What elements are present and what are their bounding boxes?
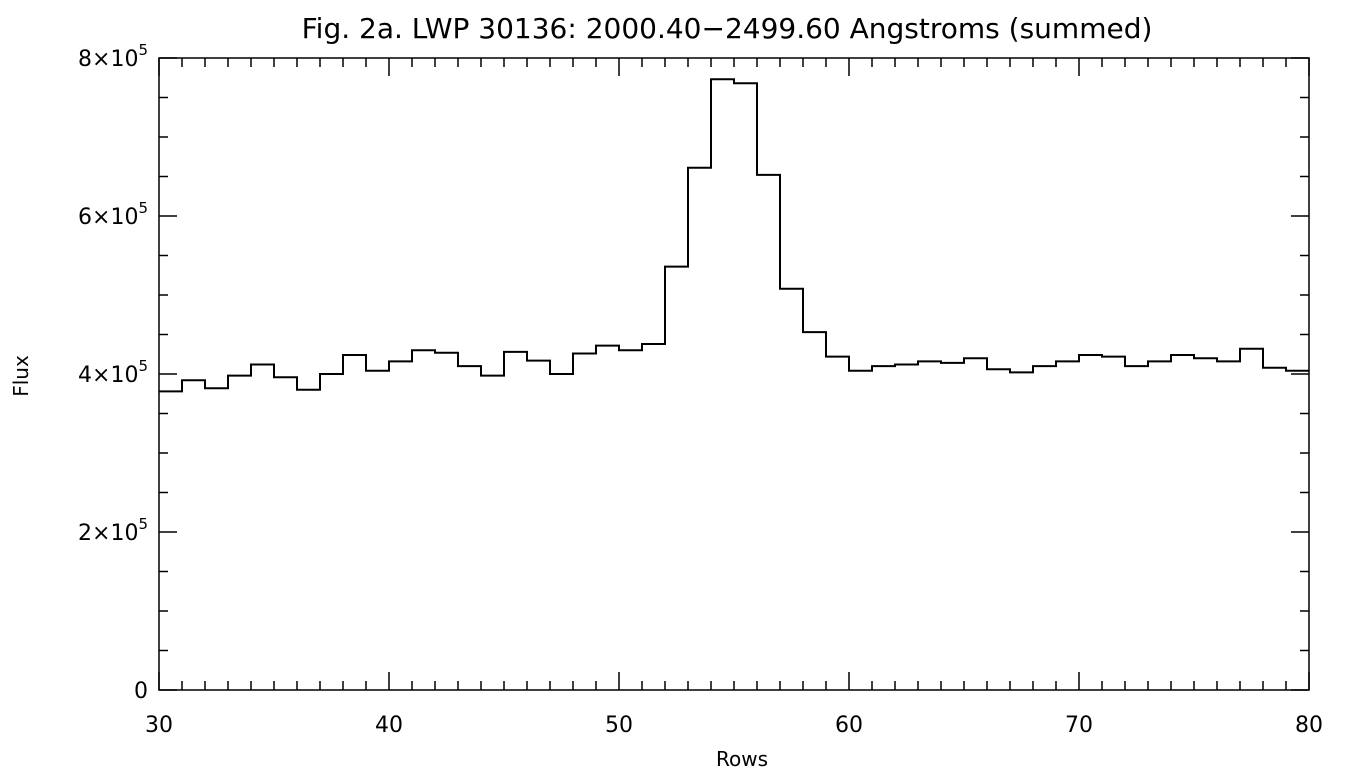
x-axis-label: Rows: [716, 747, 768, 771]
y-tick-label: 4×105: [78, 357, 148, 388]
chart-title: Fig. 2a. LWP 30136: 2000.40−2499.60 Angs…: [302, 12, 1153, 45]
x-tick-label: 80: [1295, 713, 1323, 738]
x-tick-labels: 30 40 50 60 70 80: [145, 713, 1323, 738]
x-tick-label: 40: [375, 713, 403, 738]
y-tick-label: 6×105: [78, 199, 148, 230]
y-axis-label: Flux: [9, 355, 33, 397]
x-tick-label: 60: [835, 713, 863, 738]
y-tick-label: 2×105: [78, 515, 148, 546]
y-tick-labels: 0 2×105 4×105 6×105 8×105: [78, 41, 148, 704]
y-tick-label: 0: [134, 679, 148, 704]
x-tick-label: 70: [1065, 713, 1093, 738]
axis-ticks: [158, 57, 1310, 691]
y-tick-label: 8×105: [78, 41, 148, 72]
x-tick-label: 30: [145, 713, 173, 738]
x-tick-label: 50: [605, 713, 633, 738]
flux-series-line: [159, 78, 1309, 393]
